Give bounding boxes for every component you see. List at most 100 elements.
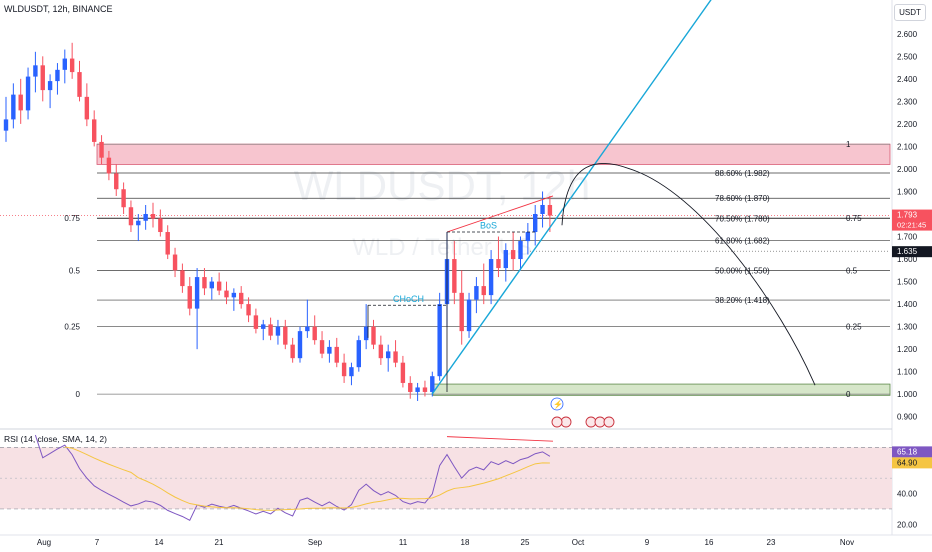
candle-body [386, 351, 391, 359]
candle-body [393, 351, 398, 363]
price-tick: 2.500 [897, 52, 918, 61]
fib-right-label: 1 [846, 140, 851, 149]
price-tick: 2.400 [897, 75, 918, 84]
candle-body [158, 218, 163, 233]
candle-body [496, 259, 501, 269]
candle-body [136, 220, 141, 226]
fib-level-label: 38.20% (1.418) [715, 296, 770, 305]
time-tick: 9 [645, 538, 650, 547]
price-tick: 2.100 [897, 142, 918, 151]
candle-body [452, 259, 457, 293]
candle-body [25, 76, 31, 111]
level-badge [892, 246, 932, 258]
lightning-icon [550, 397, 564, 411]
time-tick: Nov [840, 538, 854, 547]
candle-body [459, 292, 464, 332]
candle-body [518, 241, 523, 260]
fib-level-label: 78.60% (1.870) [715, 194, 770, 203]
rsi-sma-value: 64.90 [897, 458, 918, 467]
candle-body [92, 119, 97, 142]
candle-body [3, 119, 9, 131]
candle-body [84, 96, 90, 120]
price-tick: 1.200 [897, 345, 918, 354]
time-tick: 16 [705, 538, 714, 547]
symbol-header: WLDUSDT, 12h, BINANCE [4, 4, 113, 14]
level-badge-value: 1.635 [897, 247, 918, 256]
rsi-header: RSI (14, close, SMA, 14, 2) [4, 434, 107, 444]
candle-body [437, 304, 442, 377]
last-price-value: 1.793 [897, 211, 918, 220]
candle-body [209, 281, 214, 289]
candle-body [400, 362, 406, 383]
candle-body [283, 326, 288, 345]
economic-event-icon [551, 416, 563, 428]
candle-body [525, 232, 531, 242]
time-tick: 11 [399, 538, 408, 547]
fib-level-label: 61.80% (1.682) [715, 237, 770, 246]
time-tick: Aug [37, 538, 51, 547]
last-price-countdown: 02:21:45 [897, 221, 926, 230]
candle-body [430, 376, 435, 392]
price-tick: 1.900 [897, 187, 918, 196]
price-tick: 2.600 [897, 30, 918, 39]
time-tick: Sep [308, 538, 323, 547]
candle-body [481, 286, 486, 296]
currency-badge[interactable]: USDT [894, 4, 926, 21]
watermark-pair: WLD / Tether US [352, 234, 532, 261]
candle-body [356, 340, 361, 368]
candle-body [239, 292, 244, 305]
price-tick: 1.100 [897, 368, 918, 377]
price-tick: 1.000 [897, 390, 918, 399]
candle-body [11, 94, 16, 120]
price-tick: 1.300 [897, 323, 918, 332]
candle-body [371, 326, 376, 345]
fib-right-label: 0 [846, 390, 851, 399]
candle-body [319, 340, 325, 354]
time-tick: Oct [572, 538, 585, 547]
candle-body [224, 290, 229, 298]
watermark-symbol: WLDUSDT, 12h [294, 162, 590, 209]
candle-body [378, 344, 384, 359]
economic-event-icon [585, 416, 597, 428]
candle-body [114, 173, 119, 190]
candle-body [540, 204, 545, 214]
price-tick: 1.600 [897, 255, 918, 264]
candle-body [69, 58, 75, 73]
fib-level-label: 88.60% (1.982) [715, 169, 770, 178]
candle-body [297, 331, 303, 359]
candle-body [77, 72, 82, 97]
rsi-value: 65.18 [897, 447, 918, 456]
fib-level-label: 50.00% (1.550) [715, 266, 770, 275]
candle-body [312, 326, 317, 341]
price-tick: 1.400 [897, 300, 918, 309]
fib-right-label: 0.75 [846, 214, 862, 223]
candle-body [106, 157, 112, 174]
price-tick: 1.700 [897, 233, 918, 242]
fib-left-label: 0.75 [64, 214, 80, 223]
candle-body [334, 346, 339, 363]
candle-body [99, 141, 104, 158]
candle-body [128, 207, 134, 226]
candle-body [40, 65, 45, 91]
candle-body [503, 250, 508, 269]
economic-event-icon [560, 416, 572, 428]
candle-body [187, 286, 192, 309]
candle-body [121, 189, 126, 208]
candle-body [349, 367, 354, 377]
candle-body [488, 259, 494, 296]
price-tick: 2.300 [897, 97, 918, 106]
time-tick: 25 [521, 538, 530, 547]
candle-body [180, 270, 185, 287]
candle-body [143, 214, 148, 221]
fib-left-label: 0 [76, 390, 81, 399]
demand-zone [432, 383, 891, 396]
candle-body [466, 299, 472, 332]
rsi-tick: 40.00 [897, 490, 918, 499]
lightning-glyph: ⚡ [553, 399, 563, 409]
candle-body [533, 214, 538, 233]
candle-body [150, 214, 156, 219]
rsi-sma-line [64, 446, 550, 511]
rsi-tick: 20.00 [897, 520, 918, 529]
